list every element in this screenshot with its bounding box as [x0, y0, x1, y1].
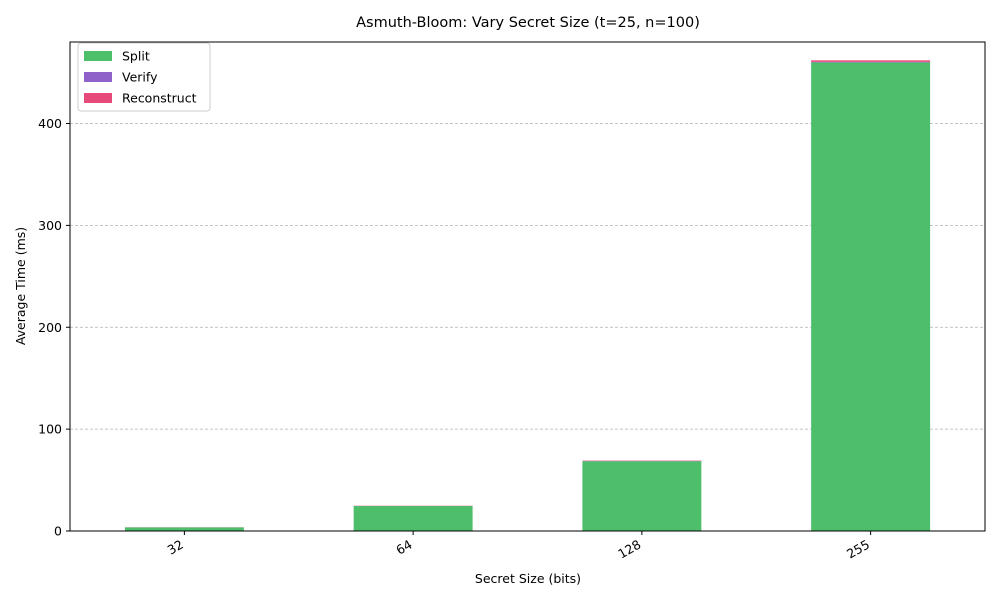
legend-swatch-split — [84, 51, 112, 61]
legend-swatch-reconstruct — [84, 93, 112, 103]
bar-split-64 — [353, 506, 473, 531]
legend: Split Verify Reconstruct — [77, 42, 211, 112]
y-tick-label: 100 — [38, 422, 62, 437]
legend-label-split: Split — [122, 49, 150, 64]
bar-verify-255 — [811, 61, 931, 63]
y-tick-label: 0 — [54, 524, 62, 539]
y-tick-label: 400 — [38, 116, 62, 131]
legend-label-reconstruct: Reconstruct — [122, 91, 197, 106]
y-tick-label: 200 — [38, 320, 62, 335]
bar-split-32 — [124, 527, 244, 531]
legend-label-verify: Verify — [122, 70, 158, 85]
y-tick-label: 300 — [38, 218, 62, 233]
bars — [124, 60, 931, 531]
bar-reconstruct-255 — [811, 60, 931, 62]
x-axis-label: Secret Size (bits) — [475, 571, 581, 586]
bar-split-255 — [811, 62, 931, 531]
bar-split-128 — [582, 461, 702, 531]
x-tick-label: 64 — [393, 537, 414, 558]
y-axis-ticks: 0 100 200 300 400 — [38, 116, 70, 539]
x-tick-label: 32 — [165, 537, 186, 558]
y-axis-label: Average Time (ms) — [13, 227, 28, 345]
chart-title: Asmuth-Bloom: Vary Secret Size (t=25, n=… — [356, 15, 700, 31]
plot-frame — [69, 41, 986, 532]
legend-swatch-verify — [84, 72, 112, 82]
